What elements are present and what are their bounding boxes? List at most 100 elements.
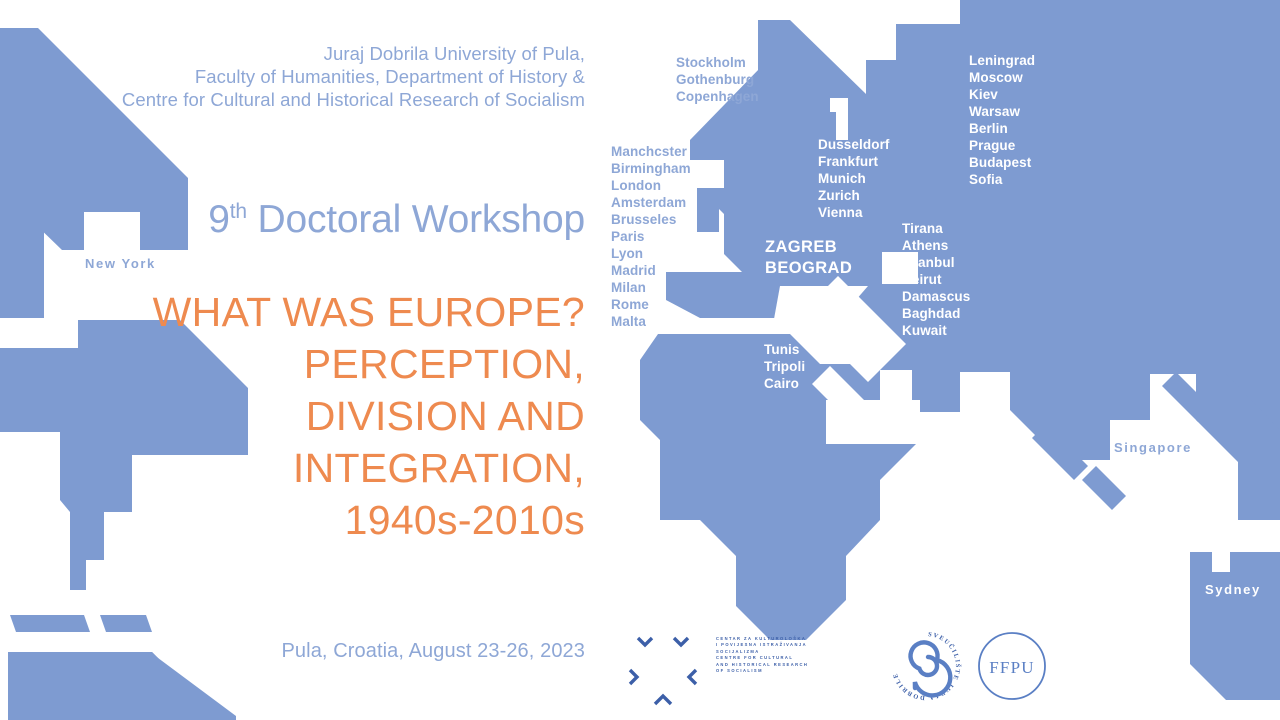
university-circular-text: SVEUČILIŠTE JURJA DOBRILE U PULI — [883, 621, 961, 701]
workshop-heading: 9th Doctoral Workshop — [60, 198, 585, 242]
spiral-symbol — [908, 640, 953, 698]
title-line-3: DIVISION AND — [305, 393, 585, 439]
landmass-british-isles-1 — [697, 178, 719, 232]
city-label: Kiev — [969, 87, 998, 102]
centre-name-en-2: AND HISTORICAL RESEARCH — [716, 661, 809, 667]
sea-mediterranean-2 — [800, 276, 906, 382]
centre-name-hr-1: CENTAR ZA KULTUROLOŠKA — [716, 636, 807, 641]
page-title: WHAT WAS EUROPE? PERCEPTION, DIVISION AN… — [40, 286, 585, 546]
city-label: Copenhagen — [676, 89, 759, 104]
city-label: Rome — [611, 297, 649, 312]
landmass-philippines — [1162, 372, 1212, 422]
city-label: London — [611, 178, 662, 193]
city-label: Prague — [969, 138, 1016, 153]
landmass-south-america-body — [8, 652, 220, 720]
city-label: Paris — [611, 229, 645, 244]
logo-ffpu: FFPU — [976, 630, 1048, 702]
city-label: Birmingham — [611, 161, 691, 176]
eu-stars-icon — [628, 636, 698, 706]
city-group-scandinavia: Stockholm Gothenburg Copenhagen — [676, 54, 759, 105]
city-label: Baghdad — [902, 306, 961, 321]
workshop-number: 9 — [208, 198, 230, 241]
landmass-indonesia-2 — [1082, 466, 1126, 510]
workshop-label: Doctoral Workshop — [257, 198, 585, 241]
city-label: Munich — [818, 171, 866, 186]
affiliation-line-1: Juraj Dobrila University of Pula, — [323, 43, 585, 64]
centre-name-en-1: CENTRE FOR CULTURAL — [716, 655, 794, 661]
university-seal-icon: SVEUČILIŠTE JURJA DOBRILE U PULI — [883, 621, 962, 701]
landmass-caribbean-1 — [10, 615, 90, 632]
title-line-4: INTEGRATION, — [292, 445, 585, 491]
landmass-north-america — [0, 320, 248, 590]
logo-centre-for-cultural-research: CENTAR ZA KULTUROLOŠKA I POVIJESNA ISTRA… — [618, 622, 863, 710]
city-label: Stockholm — [676, 55, 746, 70]
title-line-1: WHAT WAS EUROPE? — [152, 289, 585, 335]
city-group-germanic: Dusseldorf Frankfurt Munich Zurich Vienn… — [818, 136, 890, 221]
title-line-2: PERCEPTION, — [303, 341, 585, 387]
ffpu-abbreviation: FFPU — [989, 658, 1034, 677]
centre-name-en-3: OF SOCIALISM — [716, 668, 763, 674]
city-label: Tirana — [902, 221, 943, 236]
city-label: Athens — [902, 238, 949, 253]
city-label-beograd: BEOGRAD — [765, 259, 853, 277]
city-group-north-africa: Tunis Tripoli Cairo — [764, 341, 805, 392]
landmass-caribbean-2 — [100, 615, 152, 632]
city-label: Vienna — [818, 205, 863, 220]
landmass-australia — [1190, 552, 1280, 700]
city-label-new-york: New York — [85, 256, 156, 271]
ffpu-circle-icon: FFPU — [978, 632, 1046, 700]
centre-name-hr-3: SOCIJALIZMA — [716, 648, 760, 654]
city-group-yugoslavia: ZAGREB BEOGRAD — [765, 237, 852, 279]
landmass-arctic-north-america — [0, 28, 188, 250]
city-label: Kuwait — [902, 323, 947, 338]
city-label: Moscow — [969, 70, 1023, 85]
landmass-british-isles-2 — [726, 178, 748, 232]
city-label: Istanbul — [902, 255, 955, 270]
city-label: Budapest — [969, 155, 1032, 170]
landmass-iberia — [666, 272, 780, 318]
city-label: Amsterdam — [611, 195, 687, 210]
logo-university-of-pula: SVEUČILIŠTE JURJA DOBRILE U PULI — [883, 621, 966, 706]
landmass-greenland — [0, 178, 44, 318]
city-label: Tunis — [764, 342, 800, 357]
affiliation-block: Juraj Dobrila University of Pula, Facult… — [60, 42, 585, 111]
venue-and-date: Pula, Croatia, August 23-26, 2023 — [60, 640, 585, 663]
city-label: Milan — [611, 280, 647, 295]
city-label: Dusseldorf — [818, 137, 890, 152]
city-label-sydney: Sydney — [1205, 582, 1261, 597]
svg-text:SVEUČILIŠTE JURJA DOBRILE U PU: SVEUČILIŠTE JURJA DOBRILE U PULI — [886, 626, 962, 701]
landmass-indonesia-1 — [1032, 424, 1088, 480]
centre-name-hr-2: I POVIJESNA ISTRAŽIVANJA — [716, 642, 807, 648]
city-label: Zurich — [818, 188, 860, 203]
city-label: Beirut — [902, 272, 942, 287]
city-label: Lyon — [611, 246, 644, 261]
city-label: Singapore — [1114, 440, 1192, 455]
landmass-indonesia-4 — [1226, 360, 1280, 430]
workshop-ordinal-suffix: th — [229, 200, 247, 223]
city-group-balkans-middle-east: Tirana Athens Istanbul Beirut Damascus B… — [902, 220, 970, 339]
footer-logo-row: CENTAR ZA KULTUROLOŠKA I POVIJESNA ISTRA… — [618, 620, 1068, 712]
title-line-5: 1940s-2010s — [344, 497, 585, 543]
city-label: Berlin — [969, 121, 1008, 136]
sea-north-west — [690, 160, 724, 188]
affiliation-line-2: Faculty of Humanities, Department of His… — [194, 66, 585, 87]
city-label: Sofia — [969, 172, 1003, 187]
city-label: Madrid — [611, 263, 656, 278]
sea-gulf-guinea — [826, 400, 920, 444]
city-group-western-europe: Manchcster Birmingham London Amsterdam B… — [611, 143, 691, 330]
landmass-indonesia-3 — [1198, 306, 1250, 358]
venue-text: Pula, Croatia, August 23-26, 2023 — [281, 640, 585, 662]
city-label: Cairo — [764, 376, 800, 391]
city-label: Malta — [611, 314, 647, 329]
city-label: Tripoli — [764, 359, 806, 374]
affiliation-line-3: Centre for Cultural and Historical Resea… — [121, 89, 585, 110]
city-label: Gothenburg — [676, 72, 755, 87]
sea-black — [882, 252, 918, 284]
sea-adriatic — [788, 290, 830, 332]
city-label: Damascus — [902, 289, 971, 304]
city-group-eastern-bloc: Leningrad Moscow Kiev Warsaw Berlin Prag… — [969, 52, 1035, 188]
city-label: Brusseles — [611, 212, 677, 227]
city-label: New York — [85, 256, 156, 271]
